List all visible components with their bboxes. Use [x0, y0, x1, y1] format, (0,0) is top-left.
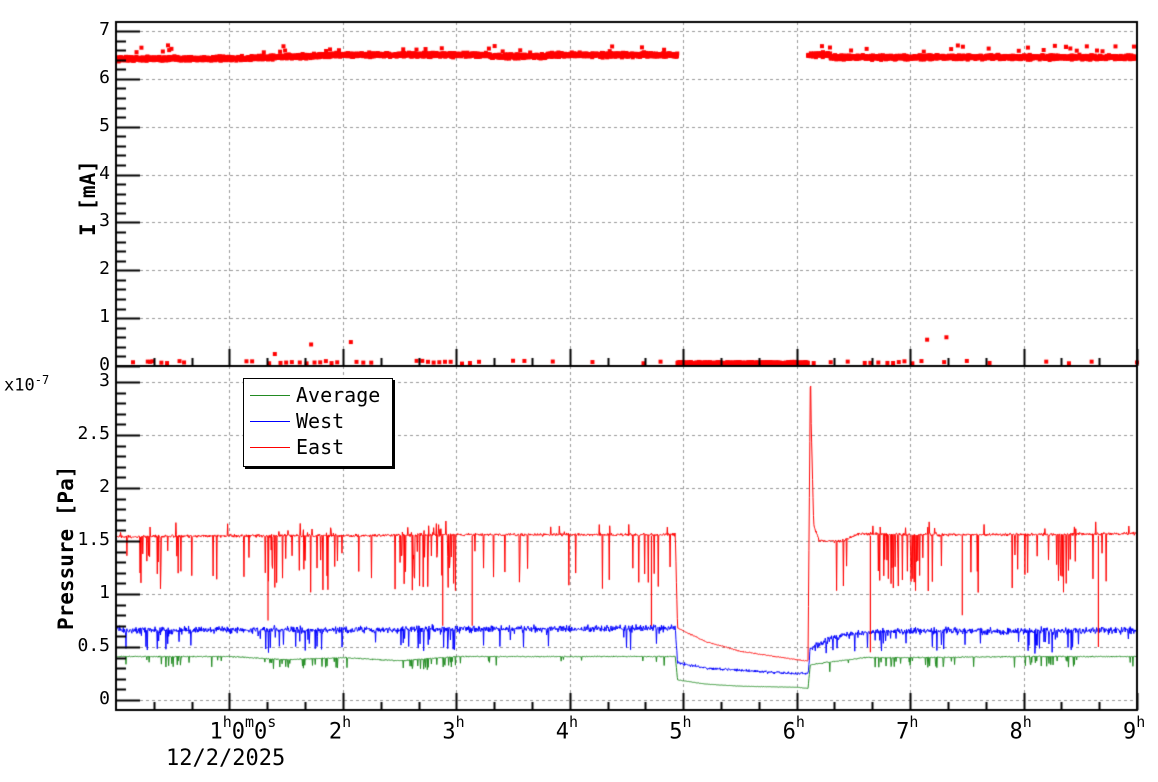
time-x-tick: 9h [1123, 713, 1146, 745]
time-x-tick: 8h [1009, 713, 1032, 745]
legend-item-west: West [250, 409, 345, 433]
time-x-tick: 4h [555, 713, 579, 745]
pressure-y-tick: 2 [99, 476, 110, 497]
pressure-y-tick: 0.5 [77, 635, 110, 656]
multiplier-exponent: -7 [34, 373, 50, 387]
current-y-tick: 7 [99, 19, 110, 40]
time-x-tick: 2h [328, 713, 352, 745]
pressure-y-tick: 0 [99, 688, 110, 709]
current-y-axis-label: I [mA] [76, 160, 100, 236]
time-x-tick: 7h [896, 713, 919, 745]
pressure-y-tick: 3 [99, 370, 110, 391]
date-label: 12/2/2025 [166, 746, 286, 771]
time-x-tick: 5h [669, 713, 692, 745]
pressure-y-tick: 1.5 [77, 529, 110, 550]
legend: Average West East [243, 378, 393, 467]
legend-item-average: Average [250, 383, 381, 407]
current-y-tick: 6 [99, 66, 110, 88]
current-y-tick: 5 [99, 114, 110, 136]
time-x-tick: 1h0m0s [209, 713, 277, 745]
legend-label-east: East [296, 435, 345, 459]
time-x-tick: 6h [782, 713, 805, 745]
legend-swatch-average [250, 394, 290, 396]
current-y-tick: 3 [99, 210, 110, 232]
current-y-tick: 2 [99, 258, 110, 280]
legend-label-average: Average [296, 383, 381, 407]
pressure-y-tick: 1 [99, 582, 110, 603]
current-y-tick: 1 [99, 306, 110, 328]
current-y-tick: 4 [99, 162, 110, 184]
time-x-tick: 3h [442, 713, 465, 745]
legend-swatch-west [250, 420, 290, 422]
pressure-multiplier: x10-7 [4, 373, 49, 396]
pressure-y-axis-label: Pressure [Pa] [54, 465, 78, 630]
pressure-y-tick: 2.5 [77, 423, 110, 444]
multiplier-base: x10 [4, 375, 35, 396]
legend-item-east: East [250, 435, 345, 459]
legend-swatch-east [250, 446, 290, 448]
current-y-tick: 0 [99, 354, 110, 375]
legend-label-west: West [296, 409, 345, 433]
